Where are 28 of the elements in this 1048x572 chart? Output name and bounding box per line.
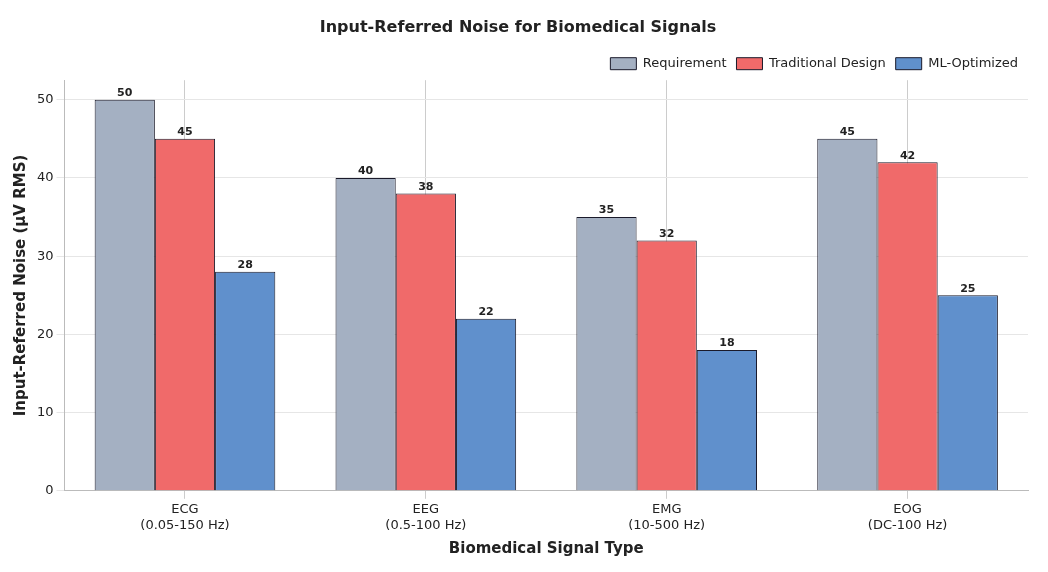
data-label: 38 (418, 179, 434, 193)
x-tick-label: EOG (DC-100 Hz) (867, 500, 948, 532)
data-label: 18 (719, 336, 735, 350)
data-label: 22 (478, 305, 494, 319)
data-label: 35 (598, 203, 615, 217)
data-label: 45 (839, 125, 856, 139)
data-label: 42 (899, 148, 916, 162)
y-tick-label: 10 (37, 403, 54, 419)
legend-label: ML-Optimized (928, 55, 1018, 71)
data-label: 25 (960, 281, 976, 295)
y-axis-title: Input-Referred Noise (μV RMS) (10, 154, 29, 417)
x-tick-label: ECG (0.05-150 Hz) (140, 500, 230, 532)
data-label: 32 (659, 226, 675, 240)
legend-label: Traditional Design (767, 55, 886, 71)
y-tick-label: 30 (37, 247, 54, 263)
data-label: 50 (117, 86, 133, 100)
y-tick-label: 50 (37, 91, 54, 107)
y-tick-label: 40 (37, 169, 54, 185)
data-label: 40 (357, 164, 374, 178)
y-tick-label: 0 (45, 482, 54, 498)
data-label: 28 (237, 258, 253, 272)
chart-title: Input-Referred Noise for Biomedical Signals (319, 16, 717, 36)
x-tick-label: EEG (0.5-100 Hz) (385, 500, 467, 532)
x-tick-label: EMG (10-500 Hz) (628, 500, 706, 532)
y-tick-label: 20 (37, 325, 54, 341)
data-label: 45 (177, 125, 193, 139)
legend-label: Requirement (642, 55, 727, 71)
x-axis-title: Biomedical Signal Type (448, 538, 644, 557)
